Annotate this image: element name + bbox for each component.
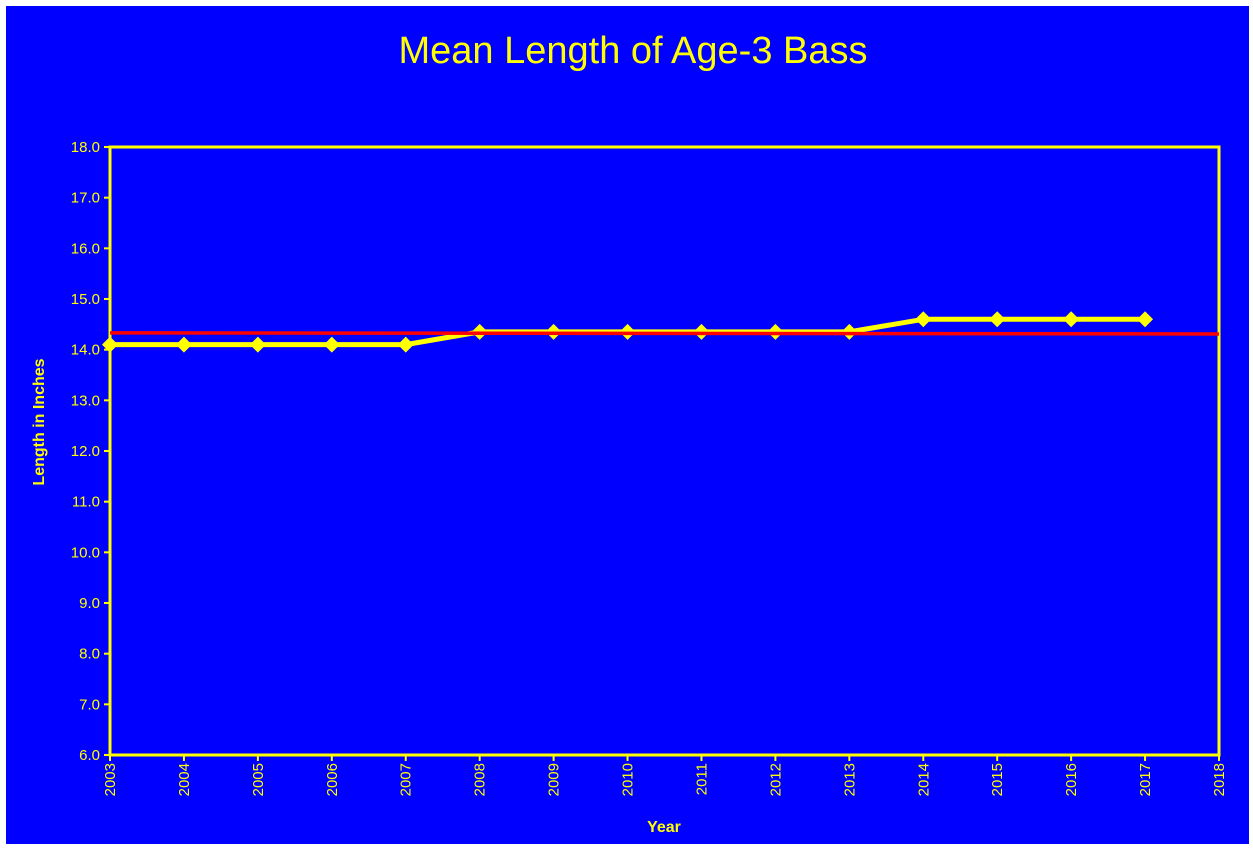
data-point-marker <box>175 336 192 353</box>
x-tick-label: 2007 <box>398 763 415 796</box>
chart-title: Mean Length of Age-3 Bass <box>399 30 868 72</box>
y-axis-label: Length in Inches <box>31 358 48 485</box>
data-point-marker <box>249 336 266 353</box>
x-tick-label: 2006 <box>324 763 341 796</box>
x-tick-label: 2016 <box>1063 763 1080 796</box>
x-tick-label: 2015 <box>989 763 1006 796</box>
data-point-marker <box>1137 311 1154 328</box>
y-tick-label: 17.0 <box>71 190 100 207</box>
y-tick-label: 10.0 <box>71 544 100 561</box>
x-axis-label: Year <box>647 819 681 836</box>
plot-frame <box>108 145 1221 757</box>
x-tick-label: 2004 <box>176 763 193 796</box>
data-point-marker <box>1063 311 1080 328</box>
x-tick-label: 2005 <box>250 763 267 796</box>
x-tick-label: 2014 <box>915 763 932 796</box>
data-point-marker <box>102 336 118 353</box>
x-tick-label: 2017 <box>1137 763 1154 796</box>
y-tick-label: 16.0 <box>71 240 100 257</box>
data-point-marker <box>989 311 1006 328</box>
x-tick-label: 2008 <box>472 763 489 796</box>
data-point-marker <box>915 311 932 328</box>
x-tick-label: 2003 <box>102 763 119 796</box>
data-point-marker <box>323 336 340 353</box>
y-tick-label: 8.0 <box>79 646 100 663</box>
y-tick-label: 6.0 <box>79 747 100 764</box>
y-tick-label: 13.0 <box>71 392 100 409</box>
y-tick-label: 11.0 <box>72 494 100 511</box>
y-tick-label: 18.0 <box>71 139 100 156</box>
x-tick-label: 2012 <box>767 763 784 796</box>
x-tick-label: 2011 <box>693 763 710 795</box>
x-tick-label: 2013 <box>841 763 858 796</box>
y-tick-label: 9.0 <box>79 595 100 612</box>
x-tick-label: 2009 <box>546 763 563 796</box>
trend-line <box>109 331 1220 336</box>
y-tick-label: 15.0 <box>71 291 100 308</box>
x-tick-label: 2010 <box>620 763 637 796</box>
x-tick-label: 2018 <box>1211 763 1228 796</box>
plot-area: 6.0 7.0 8.0 9.0 10.0 11.0 12.0 13.0 14.0 15.0 16.0… <box>71 139 1228 796</box>
y-tick-label: 12.0 <box>71 443 100 460</box>
y-tick-label: 7.0 <box>79 696 100 713</box>
y-tick-label: 14.0 <box>71 342 100 359</box>
data-point-marker <box>397 336 414 353</box>
